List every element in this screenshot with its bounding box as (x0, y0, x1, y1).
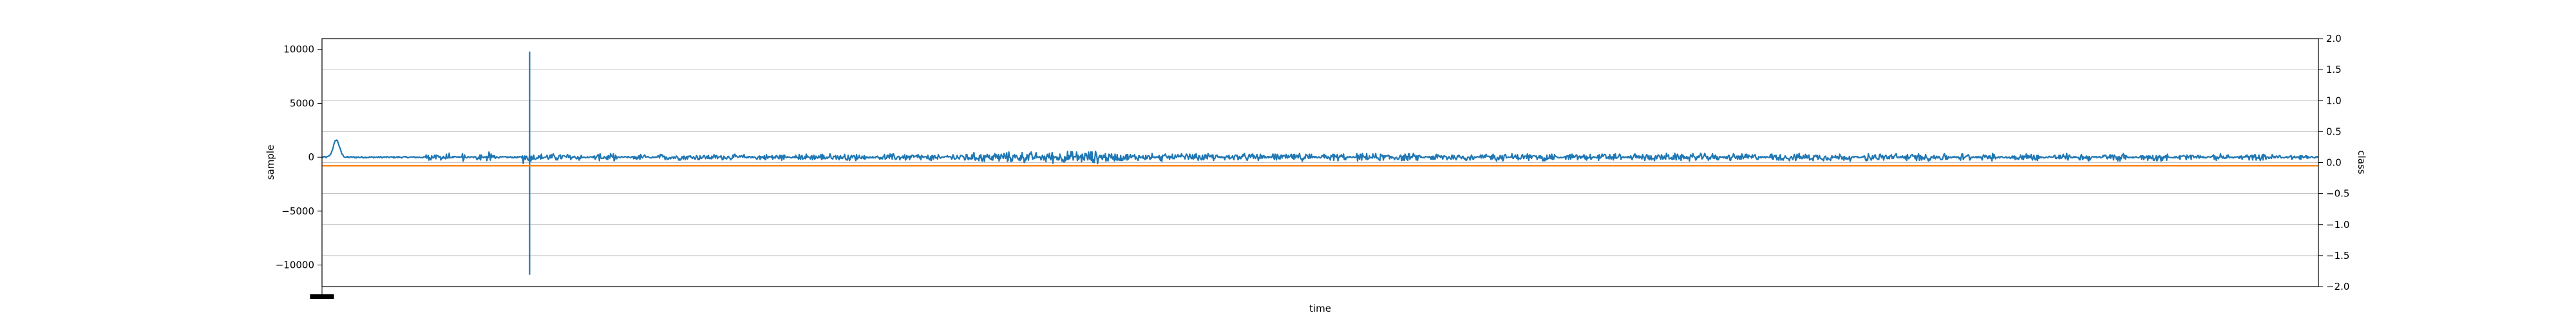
y2-tick-label: −1.0 (2326, 219, 2349, 231)
y-tick-label: −5000 (281, 205, 314, 217)
y2-tick-label: 0.5 (2326, 126, 2342, 137)
x-axis-label: time (1309, 303, 1331, 314)
x-axis-marker (310, 287, 334, 299)
y2-axis-label: class (2356, 150, 2367, 174)
y2-tick-label: 0.0 (2326, 157, 2342, 169)
series-layer (321, 52, 2319, 275)
y-tick-label: −10000 (276, 260, 314, 271)
y2-tick-label: −2.0 (2326, 281, 2349, 292)
y-axis-right: −2.0 −1.5 −1.0 −0.5 0.0 0.5 1.0 1.5 2.0 (2318, 33, 2349, 292)
y-axis-label: sample (265, 145, 276, 180)
y-tick-label: 5000 (290, 97, 314, 109)
y2-tick-label: −0.5 (2326, 188, 2349, 200)
y2-tick-label: 1.5 (2326, 64, 2342, 75)
y2-tick-label: 1.0 (2326, 95, 2342, 106)
y-tick-label: 0 (308, 151, 314, 163)
y-axis-left: −10000 −5000 0 5000 10000 (276, 44, 322, 271)
grid-lines (322, 69, 2318, 256)
y2-tick-label: −1.5 (2326, 250, 2349, 261)
y-tick-label: 10000 (283, 44, 314, 55)
x-axis-marker-bar (310, 294, 334, 299)
y2-tick-label: 2.0 (2326, 33, 2342, 44)
sample-series-line (321, 139, 2319, 165)
